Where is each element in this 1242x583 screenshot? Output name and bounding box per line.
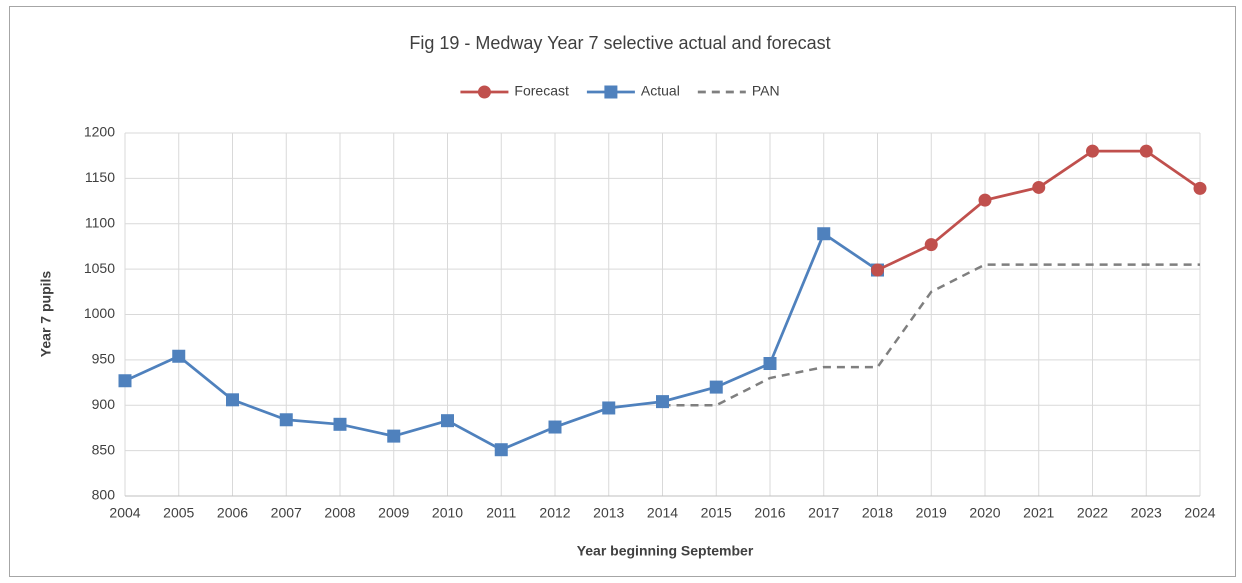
point (1193, 181, 1207, 195)
y-tick-label: 1150 (85, 169, 115, 185)
chart-border (9, 6, 1236, 577)
point (763, 357, 777, 371)
x-axis-title: Year beginning September (577, 543, 754, 559)
point (118, 374, 132, 388)
x-tick-label: 2018 (862, 505, 893, 521)
x-tick-label: 2011 (486, 505, 516, 521)
point (279, 413, 293, 427)
x-tick-label: 2019 (916, 505, 947, 521)
point (172, 349, 186, 363)
point (1032, 180, 1046, 194)
x-tick-label: 2010 (432, 505, 463, 521)
x-tick-label: 2022 (1077, 505, 1108, 521)
y-tick-label: 900 (92, 396, 116, 412)
point (1086, 144, 1099, 158)
y-tick-label: 1000 (84, 305, 115, 321)
x-tick-label: 2012 (539, 505, 570, 521)
point (387, 429, 401, 443)
point (1139, 144, 1153, 158)
y-axis-title: Year 7 pupils (38, 271, 54, 358)
point (924, 238, 938, 252)
point (333, 417, 347, 431)
y-tick-label: 1200 (84, 124, 115, 140)
series-line (662, 263, 1200, 407)
x-tick-label: 2013 (593, 505, 624, 521)
legend: Forecast Actual PAN (460, 83, 780, 99)
point (978, 193, 992, 207)
point (871, 263, 884, 277)
point (226, 393, 239, 407)
point (548, 420, 562, 434)
y-tick-label: 1100 (85, 214, 115, 230)
x-tick-label: 2014 (647, 505, 678, 521)
legend-item: Forecast (460, 83, 569, 99)
point (441, 414, 454, 428)
y-tick-label: 950 (92, 351, 116, 367)
x-tick-label: 2024 (1184, 505, 1215, 521)
y-tick-label: 850 (92, 441, 116, 457)
point (709, 380, 723, 394)
x-tick-label: 2005 (163, 505, 194, 521)
point (817, 227, 831, 241)
x-tick-label: 2008 (324, 505, 355, 521)
x-tick-label: 2016 (754, 505, 785, 521)
x-tick-label: 2021 (1023, 505, 1054, 521)
legend-marker (604, 85, 618, 99)
x-tick-label: 2006 (217, 505, 248, 521)
x-tick-label: 2023 (1131, 505, 1162, 521)
legend-item: PAN (697, 83, 780, 99)
point (656, 395, 669, 409)
point (602, 401, 616, 415)
legend-label: Forecast (514, 83, 569, 99)
legend-marker (477, 85, 491, 99)
x-tick-label: 2009 (378, 505, 409, 521)
chart-title: Fig 19 - Medway Year 7 selective actual … (409, 33, 830, 53)
x-tick-label: 2004 (109, 505, 140, 521)
x-tick-label: 2017 (808, 505, 839, 521)
legend-label: PAN (752, 83, 780, 99)
x-tick-label: 2007 (271, 505, 302, 521)
legend-label: Actual (641, 83, 680, 99)
point (494, 443, 508, 457)
y-tick-label: 1050 (84, 260, 115, 276)
legend-item: Actual (586, 83, 680, 99)
y-tick-label: 800 (92, 487, 116, 503)
x-tick-label: 2020 (969, 505, 1000, 521)
x-tick-label: 2015 (701, 505, 732, 521)
